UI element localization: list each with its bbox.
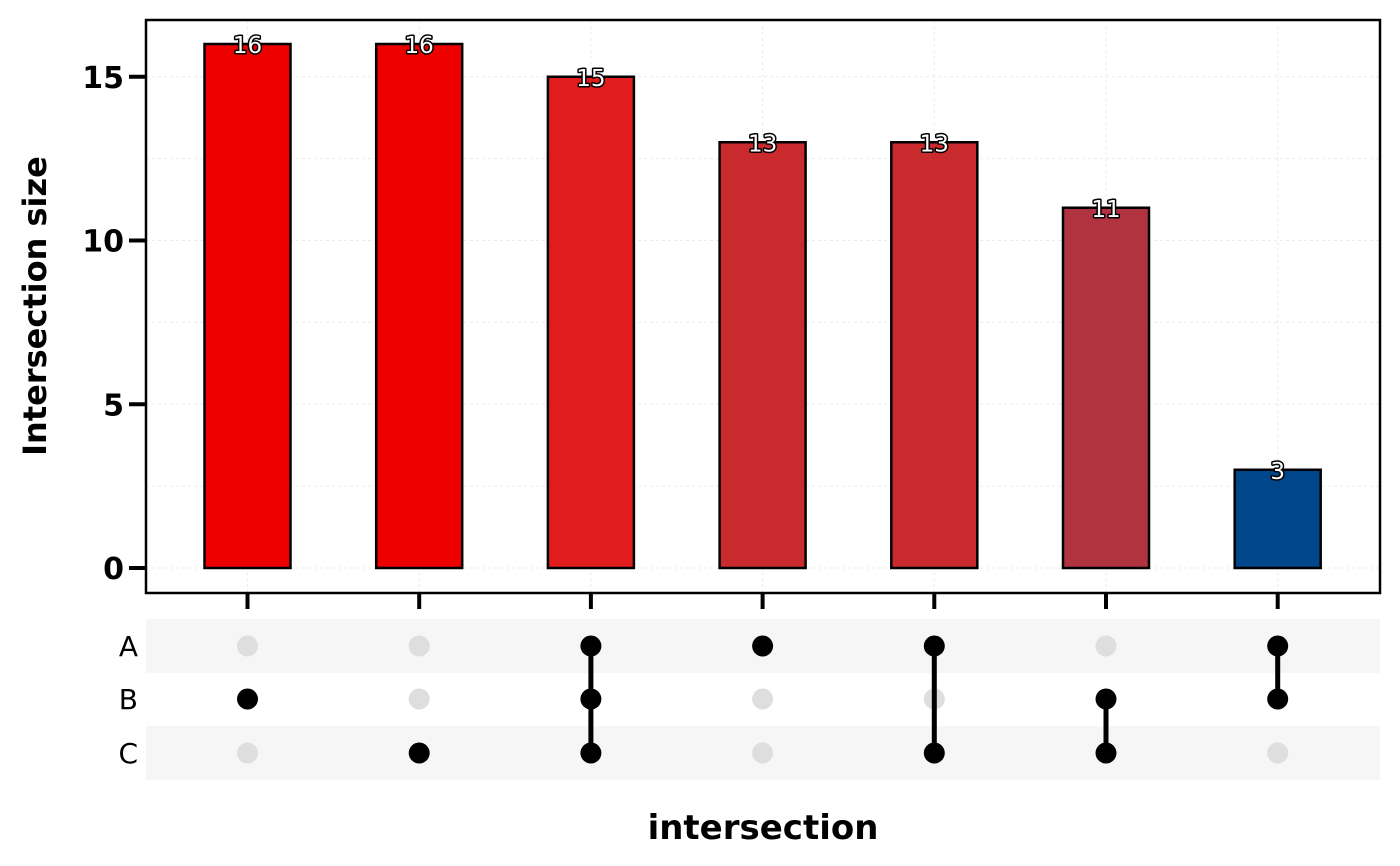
bar-C (374, 42, 464, 570)
y-tick-label: 10 (82, 225, 124, 260)
x-axis-title: intersection (648, 808, 879, 848)
matrix-dot-active (580, 742, 602, 764)
matrix-dot-inactive (1095, 635, 1117, 657)
bar-A (718, 141, 807, 570)
matrix-dot-active (237, 688, 258, 710)
matrix-dot-inactive (237, 742, 258, 764)
bars: 16 16 15 13 13 11 3 (203, 32, 1322, 570)
matrix-dot-inactive (752, 688, 774, 710)
matrix-dot-active (1095, 742, 1117, 764)
matrix-dot-active (580, 635, 602, 657)
bar-B (203, 42, 292, 570)
bar-value-label: 16 (405, 33, 434, 59)
matrix-dot-inactive (408, 688, 430, 710)
matrix-dot-active (1267, 635, 1289, 657)
y-tick-label: 5 (103, 388, 124, 423)
matrix-dot-active (752, 635, 774, 657)
bar-B-C (1061, 206, 1151, 570)
grid-lines (146, 20, 1380, 593)
matrix-dot-active (580, 688, 602, 710)
bar-value-label: 11 (1091, 197, 1120, 223)
bar-value-label: 13 (920, 131, 949, 157)
matrix-dot-inactive (752, 742, 774, 764)
matrix-dot-inactive (408, 635, 430, 657)
axes: 0 5 10 15 (82, 61, 1280, 609)
bar-value-label: 15 (576, 66, 605, 92)
matrix-dot-active (408, 742, 430, 764)
bar-A-B (1233, 468, 1322, 570)
set-label-A: A (119, 630, 138, 663)
set-label-B: B (119, 683, 138, 716)
matrix-dot-inactive (1267, 742, 1289, 764)
bar-value-label: 3 (1270, 459, 1285, 485)
bar-value-label: 16 (233, 33, 262, 59)
bar-A-B-C (546, 75, 636, 570)
intersection-matrix: ABC (118, 630, 1289, 770)
set-label-C: C (118, 737, 138, 770)
y-tick-label: 0 (103, 552, 124, 587)
matrix-dot-inactive (237, 635, 258, 657)
matrix-dot-active (923, 742, 945, 764)
matrix-dot-active (1095, 688, 1117, 710)
bar-value-label: 13 (748, 131, 777, 157)
y-tick-label: 15 (82, 61, 124, 96)
y-axis-title: Intersection size (16, 156, 54, 456)
matrix-dot-active (1267, 688, 1289, 710)
bar-A-C (890, 141, 979, 570)
matrix-dot-active (923, 635, 945, 657)
